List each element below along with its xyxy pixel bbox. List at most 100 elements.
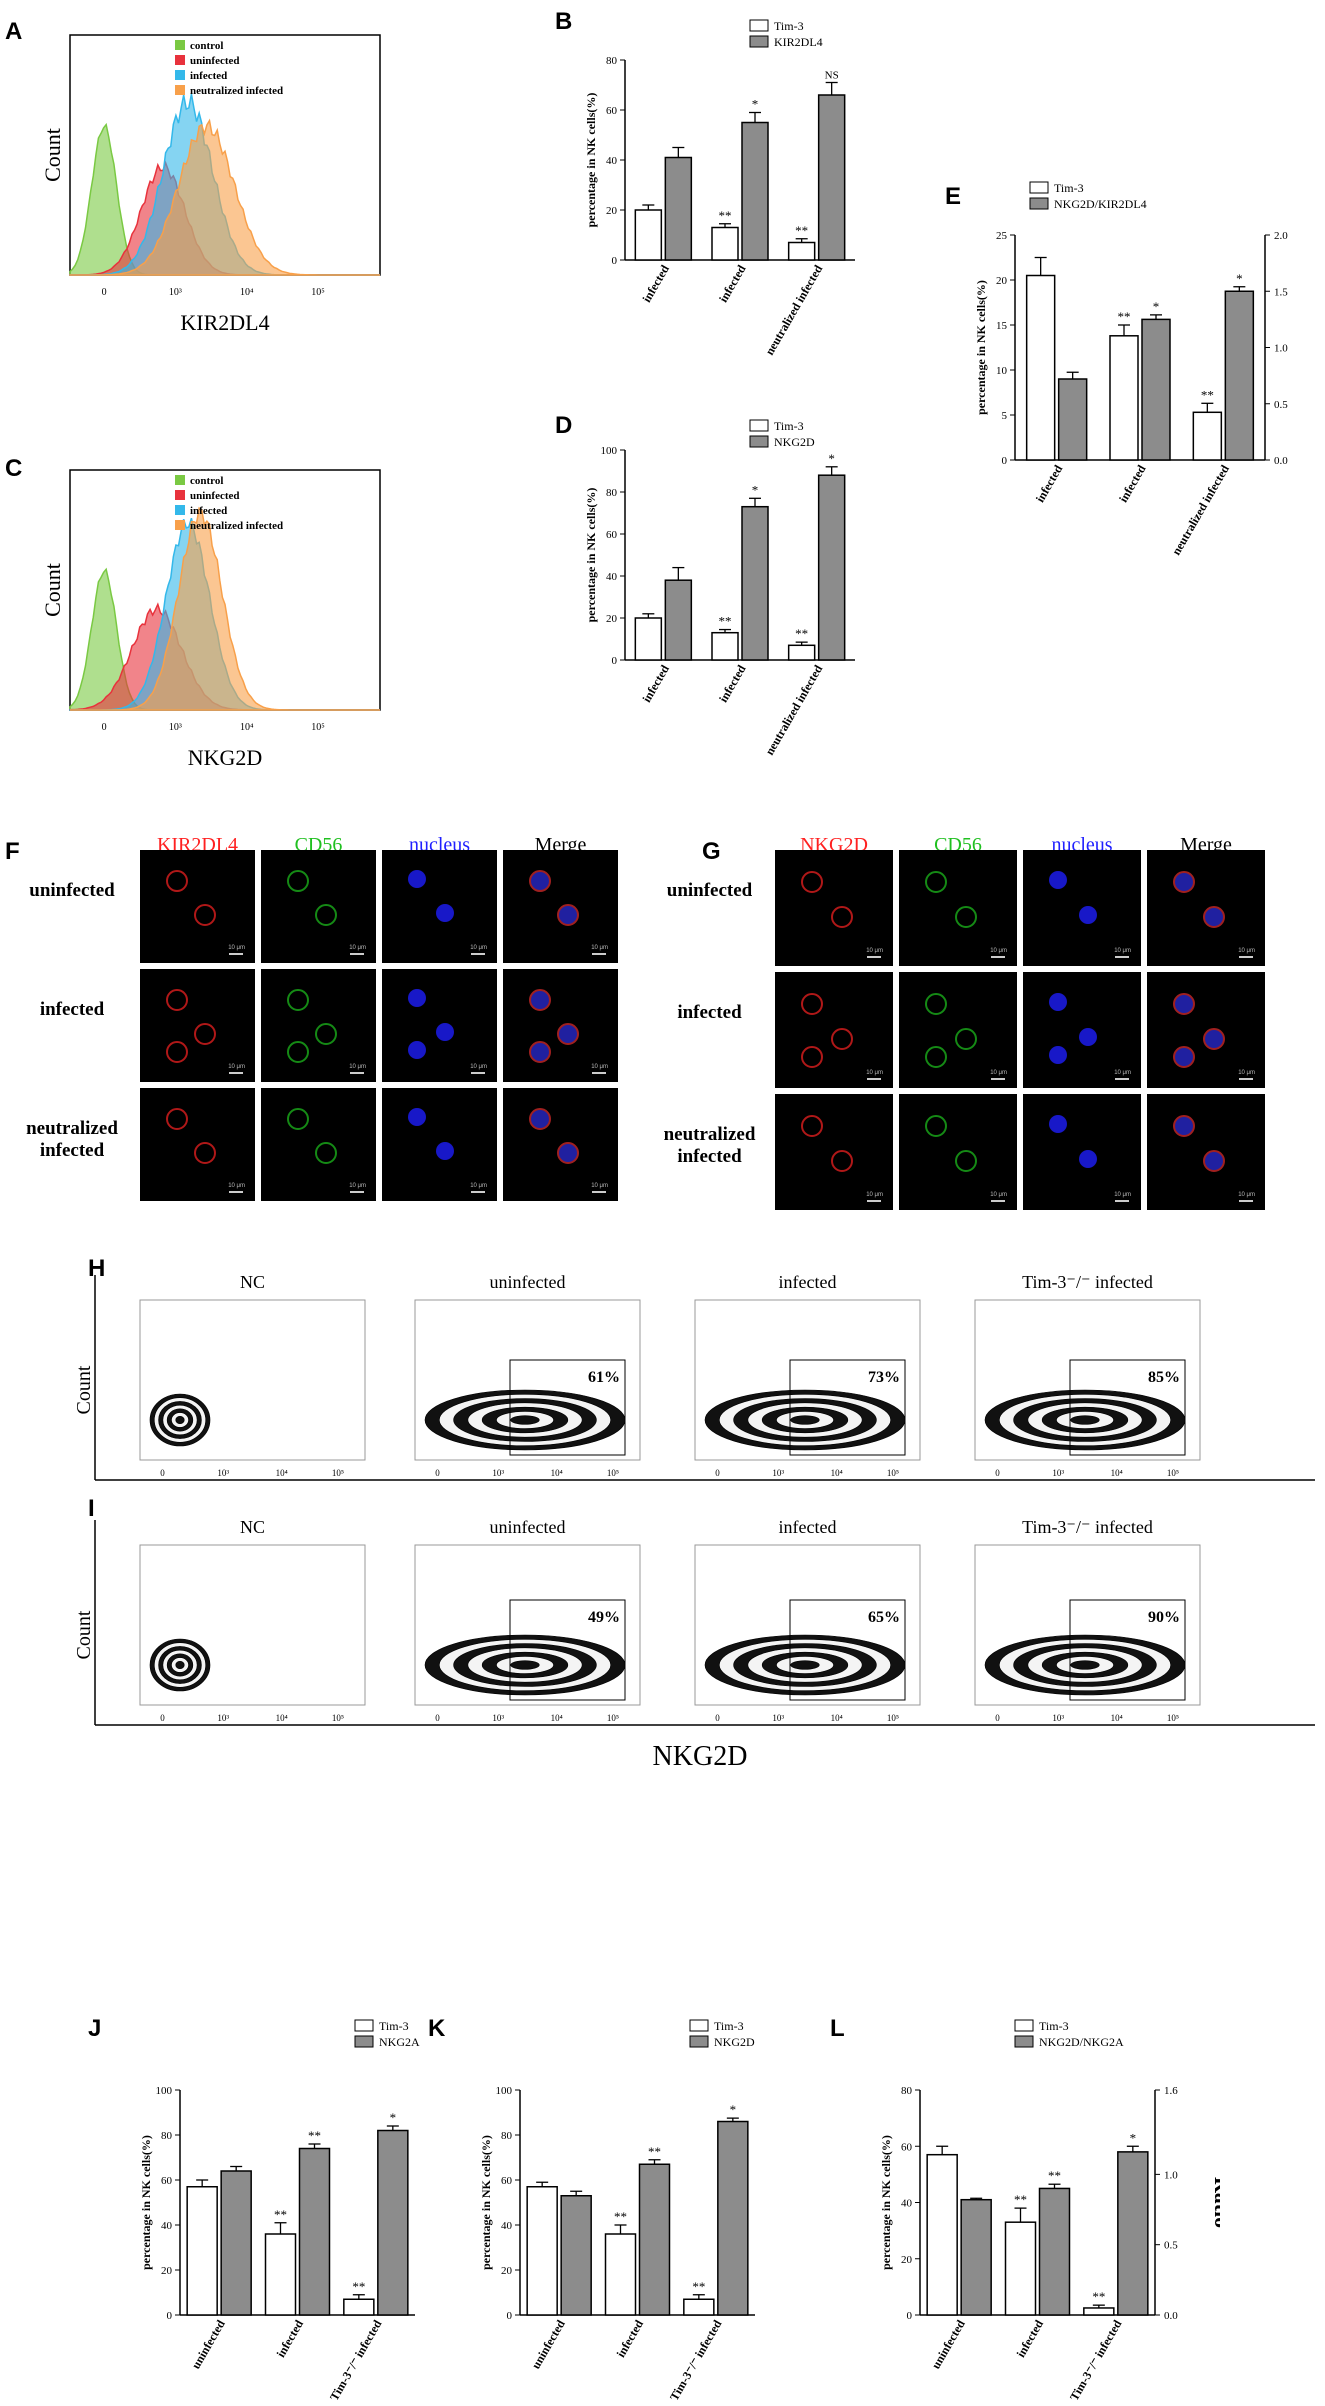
scale-bar (592, 953, 606, 955)
cell (165, 1107, 188, 1130)
legend-swatch (749, 435, 769, 448)
cell (801, 1114, 824, 1137)
bar (526, 2186, 558, 2316)
panel-label-j: J (88, 2015, 102, 2042)
y-tick-label: 40 (901, 2198, 913, 2210)
flow-panel-nkg2a: Count NC 0 10³ 10⁴ 10⁵ uninfected 61% 0 10³ 10⁴ 10⁵… (73, 1272, 1315, 1481)
y-tick-label: 60 (161, 2175, 173, 2187)
scale-bar-label: 10 μm (1114, 1070, 1131, 1076)
gate-box (1069, 1599, 1186, 1701)
bar (717, 2120, 749, 2316)
panel-label-f: F (5, 838, 20, 865)
gate-percent: 49% (588, 1609, 620, 1626)
axes: 0 20 40 60 80 100 (601, 445, 855, 667)
microscopy-image: 10 μm (1023, 972, 1141, 1088)
significance-mark: ** (1048, 2168, 1061, 2183)
cell (165, 869, 188, 892)
flow-plot: NC 0 10³ 10⁴ 10⁵ (139, 1272, 366, 1478)
y2-tick-label: 1.0 (1274, 343, 1288, 355)
x-tick-label: infected (1116, 462, 1149, 504)
bar-chart-k: 0 20 40 60 80 100 percentage in NK cells(%) uni… (479, 2019, 755, 2403)
scale-bar-label: 10 μm (470, 1064, 487, 1070)
x-tick-label: uninfected (929, 2317, 968, 2371)
legend-label: NKG2D/KIR2DL4 (1054, 197, 1147, 211)
x-tick-label: 10⁵ (607, 1713, 619, 1723)
microscopy-image: 10 μm (382, 1088, 497, 1201)
legend-swatch (175, 70, 185, 80)
flow-plot: infected 73% 0 10³ 10⁴ 10⁵ (694, 1272, 921, 1478)
bar (638, 2163, 671, 2316)
scale-bar-label: 10 μm (470, 945, 487, 951)
scale-bar-label: 10 μm (228, 945, 245, 951)
cell (801, 992, 824, 1015)
cell (557, 904, 580, 927)
scale-bar (229, 1191, 243, 1193)
cell (1173, 870, 1196, 893)
scale-bar-label: 10 μm (591, 945, 608, 951)
cell (315, 1023, 338, 1046)
x-tick-label: 10⁴ (551, 1468, 563, 1478)
x-tick-label: 10⁴ (551, 1713, 563, 1723)
legend-swatch (175, 520, 185, 530)
cell (528, 988, 551, 1011)
legend-swatch (175, 85, 185, 95)
bar-chart-l: 0 20 40 60 80 0.0 0.5 1.0 1.6 percentage in NK ce… (879, 2019, 1220, 2403)
panel-label-l: L (830, 2015, 845, 2042)
scale-bar-label: 10 μm (349, 945, 366, 951)
x-tick-label: 10⁴ (831, 1468, 843, 1478)
x-tick-label: 10⁵ (887, 1468, 899, 1478)
x-tick-label: infected (716, 262, 749, 304)
cell (1173, 1045, 1196, 1068)
legend-swatch (689, 2035, 709, 2048)
y-tick-label: 10 (996, 365, 1008, 377)
scale-bar (471, 953, 485, 955)
bar (787, 644, 816, 661)
microscopy-image: 10 μm (899, 850, 1017, 966)
significance-mark: ** (1118, 309, 1131, 324)
density-contour (1070, 1660, 1100, 1670)
y-axis-label: percentage in NK cells(%) (479, 2135, 493, 2270)
cell (528, 869, 551, 892)
microscopy-image: 10 μm (775, 850, 893, 966)
y-tick-label: 20 (606, 205, 618, 217)
flow-panel-nkg2d: Count NC 0 10³ 10⁴ 10⁵ uninfected 49% 0 10³ 10⁴ 10⁵… (73, 1517, 1315, 1772)
y-tick-label: 20 (161, 2265, 173, 2277)
x-tick-label: 10⁵ (311, 722, 325, 733)
cell (436, 1142, 455, 1161)
microscopy-row-label: infected (677, 1002, 742, 1023)
scale-bar (229, 1072, 243, 1074)
plot-title: infected (779, 1517, 837, 1537)
microscopy-panel-f: KIR2DL4 CD56 nucleus Merge uninfected 10 μm 10… (10, 820, 630, 1210)
microscopy-image: 10 μm (775, 972, 893, 1088)
cell (830, 1027, 853, 1050)
y-tick-label: 0 (167, 2310, 173, 2322)
cell (925, 870, 948, 893)
scale-bar (867, 1078, 881, 1080)
bar-chart-e: 0 5 10 15 20 25 0.0 0.5 1.0 1.5 2.0 percentage in N… (974, 181, 1325, 558)
y-tick-label: 0 (612, 255, 618, 267)
y2-tick-label: 0.5 (1164, 2240, 1178, 2252)
y2-tick-label: 0.5 (1274, 399, 1288, 411)
x-tick-label: 0 (102, 287, 107, 298)
scale-bar-label: 10 μm (1114, 948, 1131, 954)
scale-bar-label: 10 μm (349, 1183, 366, 1189)
x-tick-label: infected (716, 662, 749, 704)
cell (436, 904, 455, 923)
cell (286, 1107, 309, 1130)
x-axis-label: KIR2DL4 (180, 310, 269, 335)
bar (664, 579, 693, 661)
microscopy-image: 10 μm (503, 969, 618, 1082)
scale-bar (991, 956, 1005, 958)
bar (560, 2195, 592, 2316)
x-tick-label: infected (1014, 2317, 1047, 2359)
cell (1049, 1114, 1068, 1133)
legend-swatch (1029, 181, 1049, 194)
scale-bar-label: 10 μm (990, 1192, 1007, 1198)
bar-chart-d: 0 20 40 60 80 100 percentage in NK cells(%) inf… (584, 419, 855, 758)
y-tick-label: 80 (501, 2130, 513, 2142)
x-tick-label: neutralized infected (762, 262, 825, 357)
flow-plot: Tim-3⁻/⁻ infected 90% 0 10³ 10⁴ 10⁵ (974, 1517, 1201, 1723)
x-tick-label: neutralized infected (1169, 462, 1232, 557)
significance-mark: ** (614, 2209, 627, 2224)
scale-bar (592, 1191, 606, 1193)
